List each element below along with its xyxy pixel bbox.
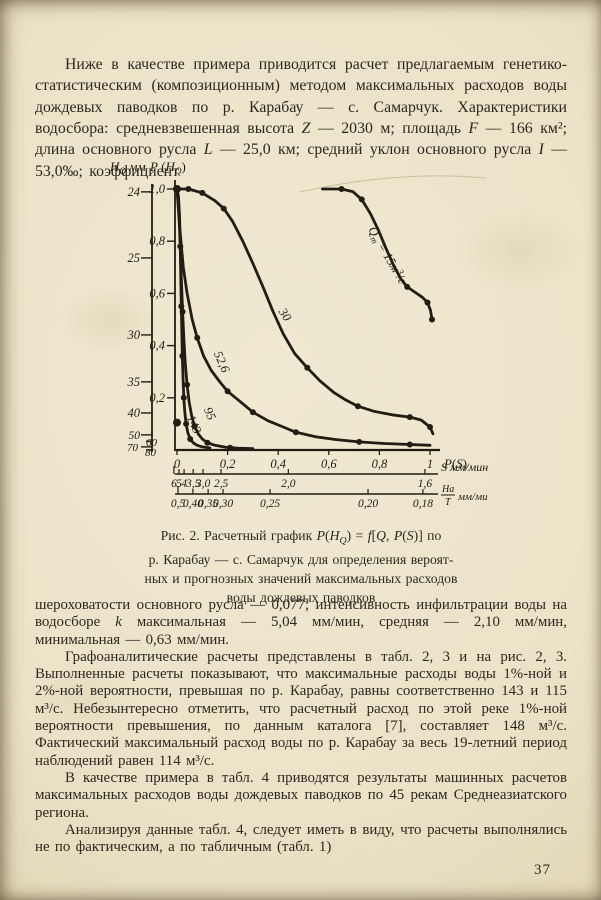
curve-label-Qm=15: Qm = 15м3/с — [364, 223, 411, 288]
p-tick-label: 0,8 — [149, 234, 165, 248]
curve-point — [173, 185, 181, 193]
paragraph-intro: Ниже в качестве примера приводится расче… — [35, 55, 567, 180]
curve-point — [292, 429, 299, 436]
curve-point — [184, 381, 191, 388]
curve-point — [227, 444, 234, 451]
s-tick-label: 1,6 — [418, 478, 433, 490]
curve-95 — [175, 187, 255, 451]
paragraph-graphoanalytic: Графоаналитические расчеты представлены … — [35, 648, 567, 769]
page-number: 37 — [534, 862, 551, 878]
curve-point — [406, 414, 413, 421]
hq-tick-label: 80 — [145, 447, 157, 459]
x-tick-label: 0,2 — [220, 457, 236, 471]
t-tick-label: 0,5 — [171, 498, 186, 510]
x-tick-label: 1 — [427, 457, 433, 471]
x-axis-title: P(S) — [443, 456, 467, 471]
t-tick-label: 0,30 — [213, 498, 233, 510]
caption-line: ных и прогнозных значений максимальных р… — [144, 570, 458, 586]
curve-label-52,6: 52,6 — [211, 349, 233, 375]
p-tick-label: 0,6 — [149, 286, 165, 300]
curve-point — [173, 418, 181, 427]
hq-tick-label: 50 — [129, 430, 141, 442]
x-tick-label: 0,4 — [270, 457, 286, 471]
curve-point — [204, 439, 211, 446]
curve-point — [358, 196, 365, 203]
hq-tick-label: 35 — [127, 375, 141, 389]
x-tick-label: 0,8 — [372, 457, 388, 471]
curve-point — [404, 283, 411, 290]
paragraph-roughness: шероховатости основного русла — 0,077; и… — [35, 597, 567, 648]
hq-tick-label: 70 — [127, 442, 139, 454]
t-axis-title-denominator: T — [445, 497, 452, 508]
curve-point — [199, 189, 206, 196]
hq-tick-label: 24 — [128, 185, 141, 199]
curve-point — [304, 364, 311, 371]
curve-point — [183, 420, 190, 427]
curve-point — [249, 409, 256, 416]
s-axis-title: S мм/мин — [441, 460, 488, 474]
s-tick-label: 3,0 — [195, 478, 211, 490]
curve-point — [406, 441, 413, 448]
s-tick-label: 4 — [181, 478, 187, 490]
curve-point — [224, 388, 231, 395]
s-tick-label: 5 — [176, 478, 182, 490]
curve-point — [191, 423, 198, 430]
curve-point — [187, 436, 194, 442]
p-tick-label: 0,2 — [149, 391, 165, 405]
paragraph-analysis: Анализируя данные табл. 4, следует иметь… — [35, 821, 567, 856]
x-tick-label: 0 — [174, 457, 181, 471]
s-tick-label: 2,0 — [281, 478, 296, 490]
curve-point — [220, 205, 227, 212]
hq-axis-title: HQ мм — [109, 159, 146, 176]
t-axis-title-units: мм/мин — [457, 491, 488, 503]
caption-line: р. Карабау — с. Самарчук для определения… — [148, 552, 454, 568]
p-tick-label: 0,4 — [149, 339, 165, 353]
curve-point — [424, 299, 431, 306]
curve-point — [180, 394, 187, 401]
curve-point — [185, 186, 192, 192]
hq-tick-label: 40 — [128, 406, 141, 420]
s-tick-label: 6 — [171, 478, 177, 490]
hq-tick-label: 60 — [146, 437, 158, 449]
t-tick-label: 0,20 — [358, 498, 378, 510]
t-tick-label: 0,25 — [260, 498, 280, 510]
curve-label-95: 95 — [201, 405, 219, 422]
body-text: шероховатости основного русла — 0,077; и… — [35, 597, 567, 856]
curve-point — [179, 308, 186, 315]
curve-point — [338, 186, 345, 192]
s-tick-label: 3,5 — [185, 478, 201, 490]
curve-point — [429, 316, 435, 323]
p-tick-label: 1,0 — [149, 182, 165, 196]
curve-30 — [175, 187, 435, 436]
t-tick-label: 0,40 — [183, 498, 203, 510]
caption-line: Рис. 2. Расчетный график P(HQ) = f[Q, P(… — [160, 528, 442, 547]
curve-Qm=15 — [321, 187, 434, 321]
caption-line: воды дождевых паводков — [226, 589, 376, 605]
scan-scratch-line — [299, 175, 487, 193]
hq-tick-label: 30 — [127, 328, 141, 342]
figure-caption: Рис. 2. Расчетный график P(HQ) = f[Q, P(… — [72, 527, 530, 607]
hq-tick-label: 25 — [128, 251, 141, 265]
s-tick-label: 2,5 — [214, 478, 229, 490]
curve-point — [427, 424, 433, 430]
curve-point — [354, 403, 361, 410]
x-tick-label: 0,6 — [321, 457, 337, 471]
paragraph-table4-results: В качестве примера в табл. 4 приводятся … — [35, 769, 567, 821]
p-axis-title: P (HQ) — [149, 159, 186, 176]
t-tick-label: 0,35 — [198, 498, 218, 510]
curve-point — [356, 438, 363, 445]
curve-point — [194, 334, 201, 341]
curve-52,6 — [175, 187, 432, 447]
t-tick-label: 0,18 — [413, 498, 433, 510]
t-axis-title-numerator: Hа — [441, 484, 454, 495]
